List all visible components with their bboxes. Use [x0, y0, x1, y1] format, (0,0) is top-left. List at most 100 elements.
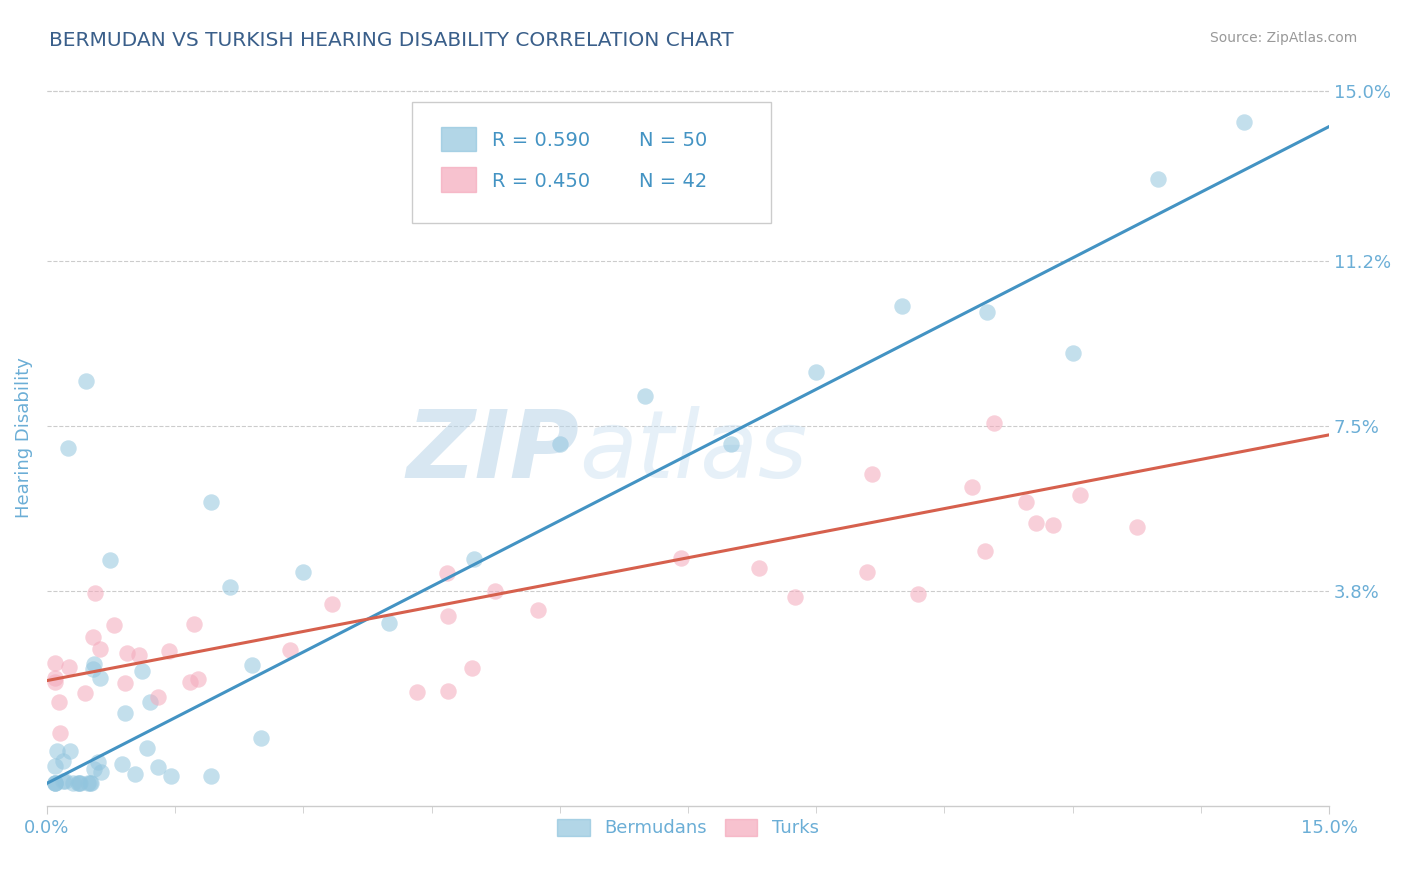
Point: [80, 776, 103, 790]
Point: [669, 551, 692, 566]
Point: [1062, 346, 1084, 360]
Point: [783, 590, 806, 604]
Point: [437, 609, 460, 624]
Point: [1069, 488, 1091, 502]
Y-axis label: Hearing Disability: Hearing Disability: [15, 357, 32, 517]
Point: [45, 744, 67, 758]
Point: [52, 754, 75, 768]
Bar: [440, 168, 477, 192]
Point: [114, 706, 136, 720]
Point: [860, 467, 883, 481]
Point: [148, 690, 170, 704]
Point: [62, 776, 84, 790]
Point: [44, 776, 66, 790]
Point: [89, 671, 111, 685]
Point: [98, 553, 121, 567]
Point: [378, 616, 401, 631]
Point: [148, 760, 170, 774]
Text: ZIP: ZIP: [406, 406, 579, 498]
Point: [128, 648, 150, 662]
Point: [436, 566, 458, 580]
Point: [179, 675, 201, 690]
Point: [73, 685, 96, 699]
Text: atlas: atlas: [579, 407, 807, 498]
Point: [548, 436, 571, 450]
Point: [44, 759, 66, 773]
Point: [855, 565, 877, 579]
Point: [115, 646, 138, 660]
Point: [44, 656, 66, 670]
Point: [83, 657, 105, 672]
Point: [124, 767, 146, 781]
Point: [219, 580, 242, 594]
Point: [157, 644, 180, 658]
Text: N = 50: N = 50: [640, 131, 707, 150]
Point: [67, 776, 90, 790]
Point: [461, 661, 484, 675]
Text: BERMUDAN VS TURKISH HEARING DISABILITY CORRELATION CHART: BERMUDAN VS TURKISH HEARING DISABILITY C…: [49, 31, 734, 50]
Point: [200, 495, 222, 509]
Point: [526, 602, 548, 616]
Point: [86, 756, 108, 770]
Point: [405, 684, 427, 698]
Point: [89, 641, 111, 656]
Point: [1042, 517, 1064, 532]
Point: [1015, 494, 1038, 508]
Point: [58, 660, 80, 674]
Point: [67, 776, 90, 790]
Text: N = 42: N = 42: [640, 172, 707, 191]
Point: [907, 587, 929, 601]
Point: [114, 676, 136, 690]
Point: [51, 773, 73, 788]
Point: [249, 731, 271, 746]
Point: [44, 776, 66, 790]
Point: [44, 675, 66, 690]
Text: R = 0.450: R = 0.450: [492, 172, 591, 191]
Point: [75, 374, 97, 388]
Point: [1232, 115, 1254, 129]
FancyBboxPatch shape: [412, 102, 772, 223]
Point: [82, 662, 104, 676]
Point: [83, 762, 105, 776]
Point: [437, 684, 460, 698]
Point: [973, 544, 995, 558]
Point: [983, 416, 1005, 430]
Point: [136, 741, 159, 756]
Point: [44, 776, 66, 790]
Point: [1147, 172, 1170, 186]
Point: [804, 364, 827, 378]
Point: [976, 305, 998, 319]
Point: [44, 671, 66, 685]
Point: [59, 744, 82, 758]
Text: R = 0.590: R = 0.590: [492, 131, 591, 150]
Point: [103, 617, 125, 632]
Text: Source: ZipAtlas.com: Source: ZipAtlas.com: [1209, 31, 1357, 45]
Point: [111, 757, 134, 772]
Legend: Bermudans, Turks: Bermudans, Turks: [550, 812, 825, 845]
Point: [90, 765, 112, 780]
Point: [69, 776, 91, 790]
Point: [79, 776, 101, 790]
Point: [634, 389, 657, 403]
Point: [292, 565, 315, 579]
Point: [77, 776, 100, 790]
Point: [278, 643, 301, 657]
Point: [83, 586, 105, 600]
Point: [960, 480, 983, 494]
Point: [240, 657, 263, 672]
Point: [463, 551, 485, 566]
Point: [484, 583, 506, 598]
Point: [139, 695, 162, 709]
Point: [82, 630, 104, 644]
Point: [890, 299, 912, 313]
Point: [720, 437, 742, 451]
Point: [200, 769, 222, 783]
Point: [48, 695, 70, 709]
Point: [58, 442, 80, 456]
Point: [187, 673, 209, 687]
Point: [53, 774, 76, 789]
Point: [49, 726, 72, 740]
Point: [1025, 516, 1047, 530]
Bar: [440, 127, 477, 151]
Point: [321, 597, 343, 611]
